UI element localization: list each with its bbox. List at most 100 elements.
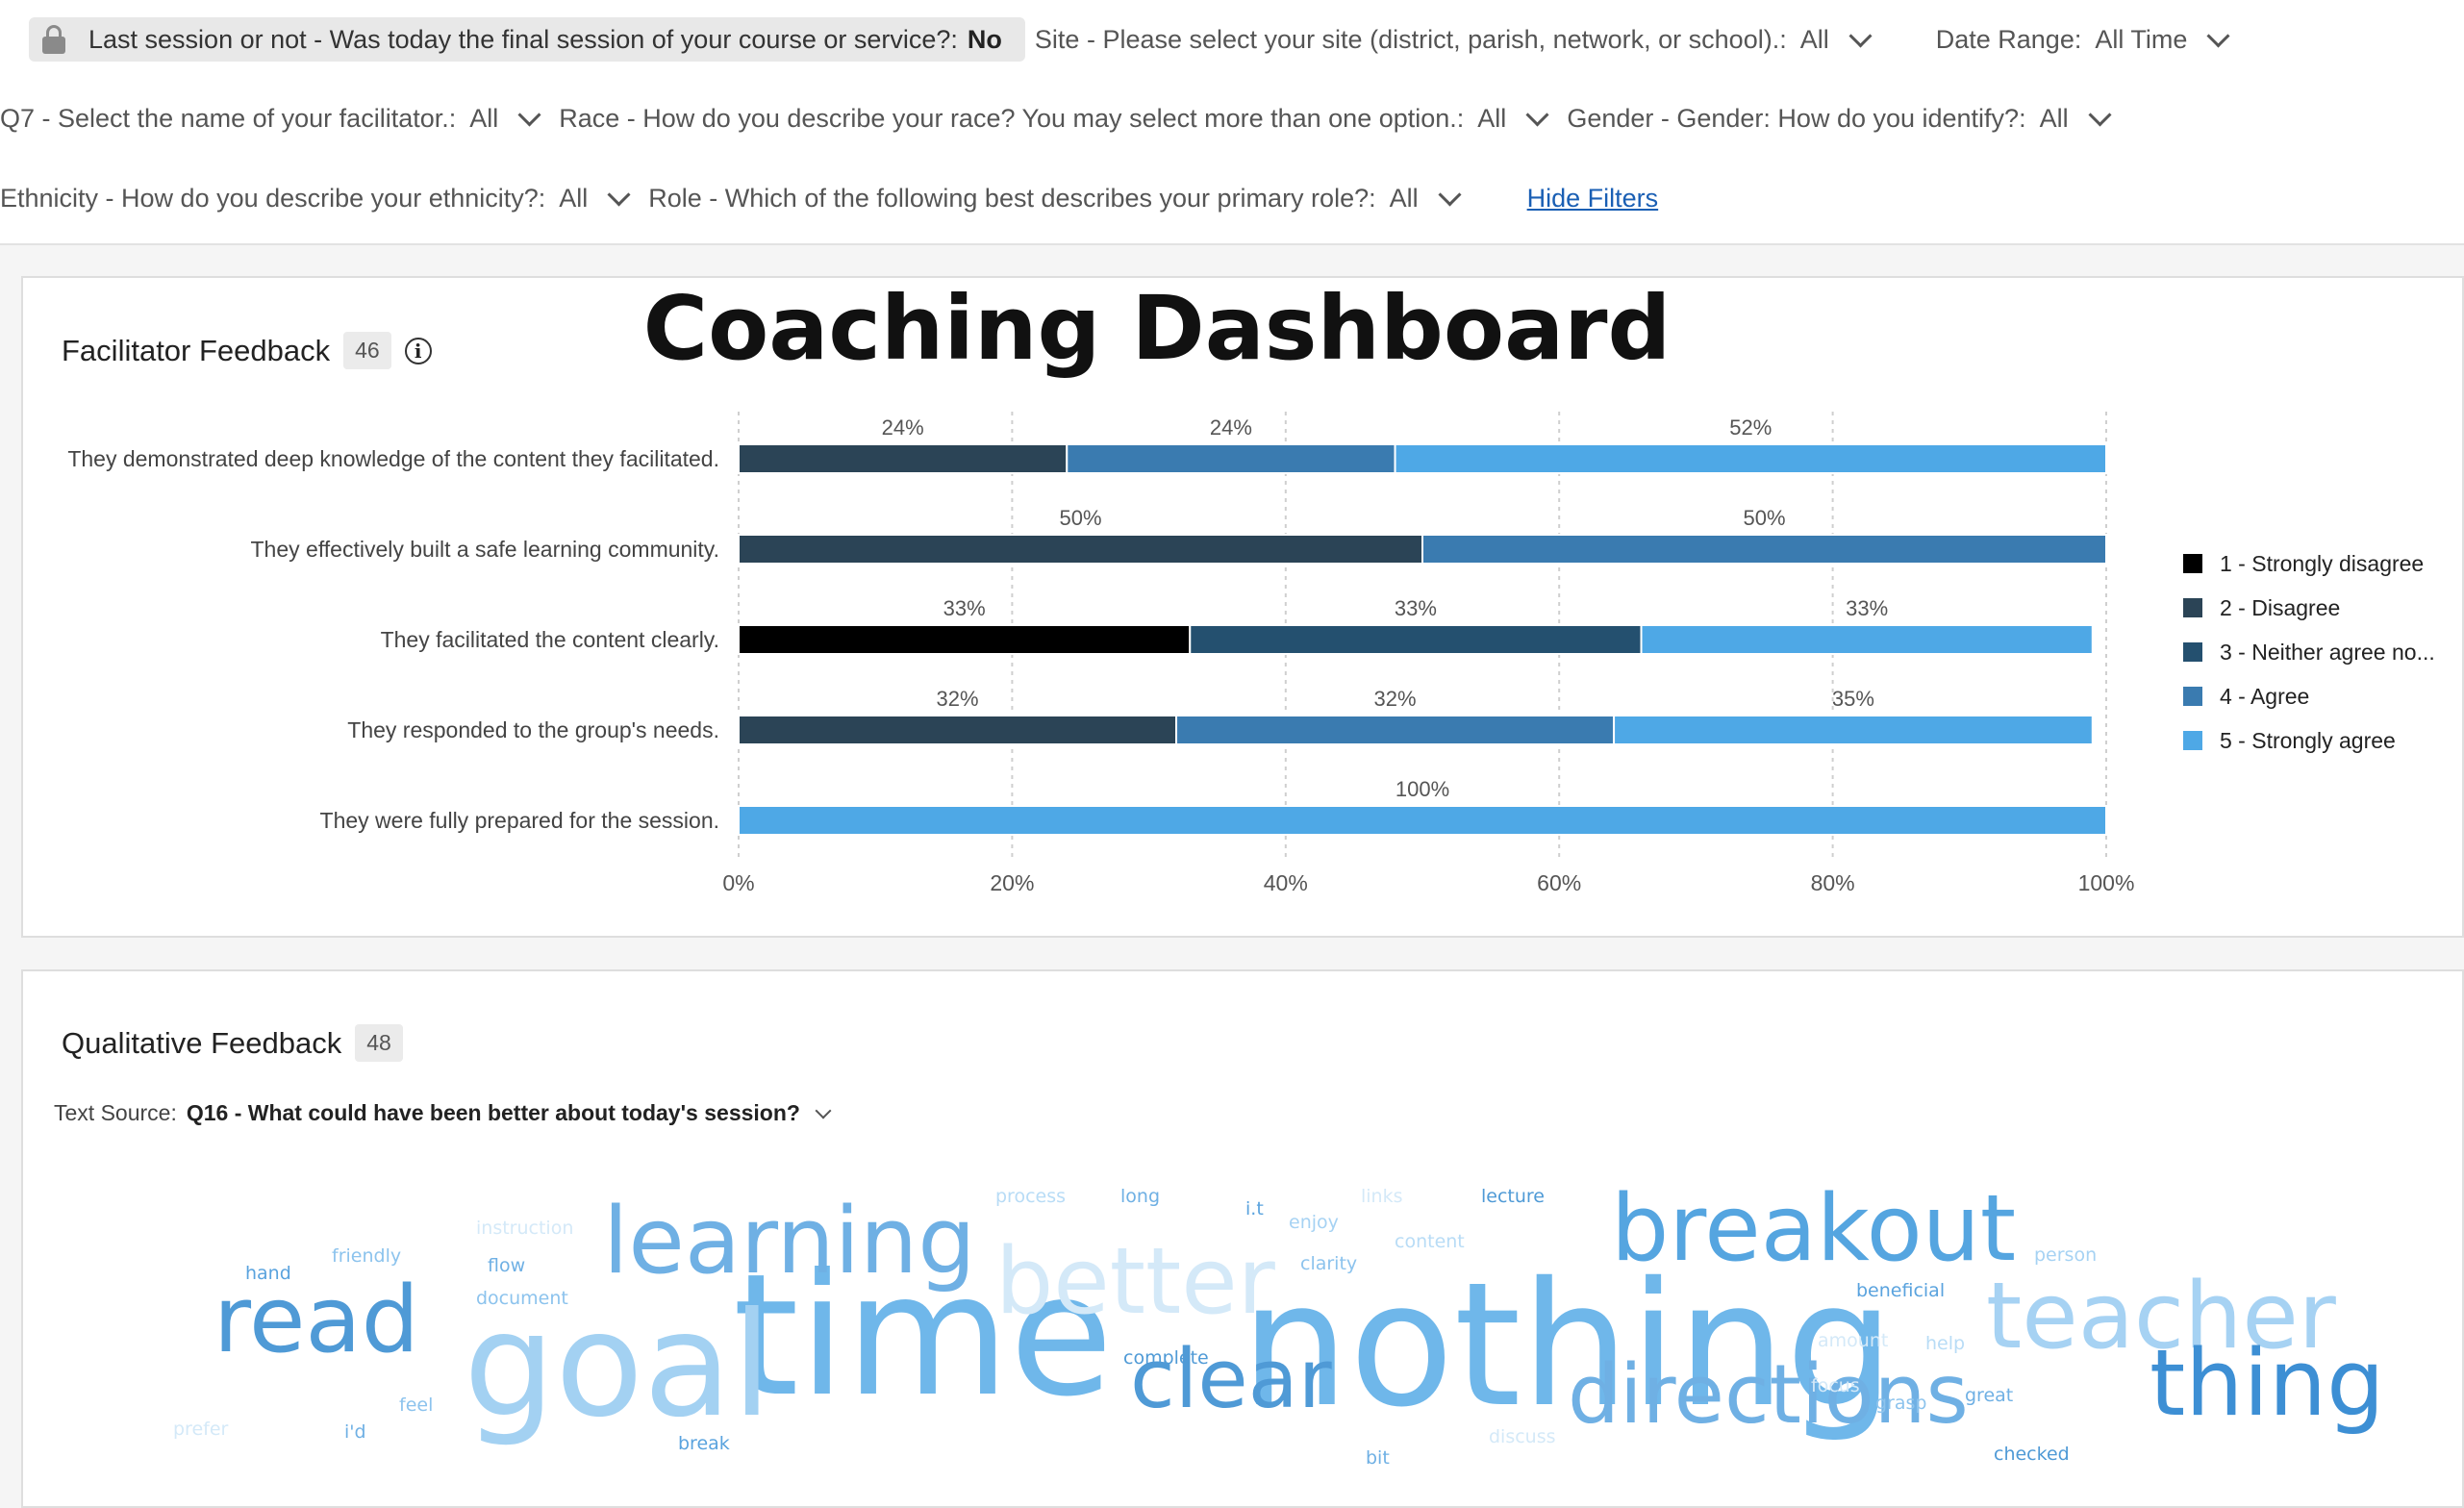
text-source-selector[interactable]: Text Source: Q16 - What could have been … bbox=[54, 1100, 832, 1126]
data-label: 32% bbox=[936, 687, 978, 711]
filter-label: Role - Which of the following best descr… bbox=[648, 183, 1376, 213]
word-cloud-word[interactable]: teacher bbox=[1986, 1264, 2336, 1370]
info-icon[interactable]: i bbox=[404, 337, 432, 364]
legend-item[interactable]: 2 - Disagree bbox=[2183, 586, 2435, 630]
word-cloud-word[interactable]: i.t bbox=[1245, 1198, 1264, 1219]
data-label: 35% bbox=[1832, 687, 1874, 711]
word-cloud-word[interactable]: help bbox=[1925, 1333, 1966, 1354]
filter-value: All bbox=[2039, 103, 2069, 133]
legend-item[interactable]: 3 - Neither agree no... bbox=[2183, 630, 2435, 674]
word-cloud-word[interactable]: break bbox=[678, 1433, 730, 1454]
filter-label: Ethnicity - How do you describe your eth… bbox=[0, 183, 546, 213]
word-cloud-word[interactable]: nothing bbox=[1241, 1245, 1895, 1445]
word-cloud-word[interactable]: i'd bbox=[344, 1421, 366, 1443]
response-count-badge: 46 bbox=[343, 332, 391, 369]
legend-label: 4 - Agree bbox=[2220, 683, 2310, 709]
word-cloud-word[interactable]: process bbox=[995, 1186, 1067, 1207]
category-label: They responded to the group's needs. bbox=[347, 717, 719, 742]
filter-value: All bbox=[1799, 24, 1829, 54]
word-cloud-word[interactable]: learning bbox=[603, 1189, 976, 1294]
bar-segment bbox=[738, 534, 1423, 565]
bar-segment bbox=[1640, 624, 2094, 655]
data-label: 100% bbox=[1395, 777, 1449, 801]
filter-site[interactable]: Site - Please select your site (district… bbox=[1034, 17, 1873, 62]
category-label: They effectively built a safe learning c… bbox=[251, 537, 720, 562]
legend-swatch bbox=[2183, 642, 2202, 662]
word-cloud-word[interactable]: goal bbox=[464, 1282, 772, 1449]
word-cloud-word[interactable]: beneficial bbox=[1856, 1280, 1946, 1301]
word-cloud-word[interactable]: enjoy bbox=[1289, 1212, 1339, 1233]
word-cloud-word[interactable]: breakout bbox=[1611, 1176, 2017, 1282]
legend-label: 5 - Strongly agree bbox=[2220, 727, 2396, 753]
word-cloud-word[interactable]: focus bbox=[1811, 1375, 1860, 1396]
hide-filters-link[interactable]: Hide Filters bbox=[1526, 183, 1659, 213]
filter-role[interactable]: Role - Which of the following best descr… bbox=[648, 176, 1462, 220]
filter-value: All bbox=[469, 103, 499, 133]
word-cloud-word[interactable]: complete bbox=[1123, 1347, 1209, 1369]
filter-label: Date Range: bbox=[1935, 24, 2082, 54]
word-cloud-word[interactable]: read bbox=[214, 1268, 419, 1373]
text-source-value: Q16 - What could have been better about … bbox=[186, 1100, 800, 1125]
filter-row-3: Ethnicity - How do you describe your eth… bbox=[0, 176, 1658, 220]
legend-label: 3 - Neither agree no... bbox=[2220, 639, 2435, 665]
x-tick-label: 0% bbox=[722, 870, 754, 895]
word-cloud-word[interactable]: amount bbox=[1818, 1330, 1889, 1351]
card-title: Facilitator Feedback bbox=[62, 333, 331, 367]
data-label: 32% bbox=[1374, 687, 1417, 711]
filter-last-session: Last session or not - Was today the fina… bbox=[29, 17, 1025, 62]
word-cloud-word[interactable]: person bbox=[2034, 1244, 2098, 1266]
facilitator-feedback-header: Facilitator Feedback 46 i bbox=[62, 332, 432, 369]
data-label: 52% bbox=[1729, 415, 1772, 440]
filter-ethnicity[interactable]: Ethnicity - How do you describe your eth… bbox=[0, 176, 631, 220]
filter-label: Site - Please select your site (district… bbox=[1034, 24, 1787, 54]
filter-facilitator[interactable]: Q7 - Select the name of your facilitator… bbox=[0, 96, 541, 140]
filter-label: Last session or not - Was today the fina… bbox=[88, 24, 958, 54]
x-tick-label: 60% bbox=[1537, 870, 1581, 895]
filter-race[interactable]: Race - How do you describe your race? Yo… bbox=[559, 96, 1549, 140]
word-cloud-word[interactable]: flow bbox=[488, 1255, 526, 1276]
bar-segment bbox=[1394, 443, 2108, 474]
word-cloud-word[interactable]: better bbox=[995, 1229, 1275, 1335]
qualitative-feedback-header: Qualitative Feedback 48 bbox=[62, 1024, 403, 1062]
word-cloud-word[interactable]: time bbox=[733, 1239, 1114, 1434]
data-label: 33% bbox=[1395, 596, 1437, 620]
bar-segment bbox=[738, 805, 2107, 836]
word-cloud-word[interactable]: feel bbox=[399, 1395, 434, 1416]
data-label: 50% bbox=[1743, 506, 1785, 530]
word-cloud-word[interactable]: hand bbox=[245, 1263, 291, 1284]
x-tick-label: 100% bbox=[2078, 870, 2135, 895]
chevron-down-icon[interactable] bbox=[815, 1102, 832, 1118]
word-cloud-word[interactable]: content bbox=[1395, 1231, 1465, 1252]
word-cloud-word[interactable]: long bbox=[1120, 1186, 1161, 1207]
legend-item[interactable]: 1 - Strongly disagree bbox=[2183, 541, 2435, 586]
bar-segment bbox=[738, 624, 1192, 655]
word-cloud-word[interactable]: directions bbox=[1568, 1347, 1969, 1443]
word-cloud-word[interactable]: instruction bbox=[476, 1218, 574, 1239]
word-cloud-word[interactable]: bit bbox=[1366, 1447, 1390, 1469]
response-count-badge: 48 bbox=[355, 1024, 403, 1062]
word-cloud-word[interactable]: lecture bbox=[1481, 1186, 1545, 1207]
filter-label: Gender - Gender: How do you identify?: bbox=[1567, 103, 2026, 133]
filter-date-range[interactable]: Date Range: All Time bbox=[1935, 17, 2230, 62]
word-cloud-word[interactable]: friendly bbox=[332, 1245, 402, 1267]
filter-label: Race - How do you describe your race? Yo… bbox=[559, 103, 1465, 133]
word-cloud-word[interactable]: clear bbox=[1130, 1332, 1332, 1427]
legend-item[interactable]: 4 - Agree bbox=[2183, 674, 2435, 718]
bar-segment bbox=[1189, 624, 1643, 655]
qualitative-feedback-card bbox=[21, 969, 2464, 1508]
word-cloud-word[interactable]: document bbox=[476, 1288, 568, 1309]
word-cloud: nothing time goal breakout learning read teach… bbox=[0, 1135, 2464, 1479]
legend-swatch bbox=[2183, 598, 2202, 617]
word-cloud-word[interactable]: discuss bbox=[1489, 1426, 1556, 1447]
legend-item[interactable]: 5 - Strongly agree bbox=[2183, 718, 2435, 763]
word-cloud-word[interactable]: links bbox=[1361, 1186, 1403, 1207]
word-cloud-word[interactable]: checked bbox=[1994, 1444, 2070, 1465]
word-cloud-word[interactable]: clarity bbox=[1300, 1253, 1358, 1274]
filter-gender[interactable]: Gender - Gender: How do you identify?: A… bbox=[1567, 96, 2112, 140]
word-cloud-word[interactable]: prefer bbox=[173, 1419, 229, 1440]
word-cloud-word[interactable]: thing bbox=[2150, 1331, 2385, 1437]
word-cloud-word[interactable]: grasp bbox=[1875, 1393, 1927, 1414]
x-tick-label: 40% bbox=[1264, 870, 1308, 895]
legend-swatch bbox=[2183, 731, 2202, 750]
word-cloud-word[interactable]: great bbox=[1965, 1385, 2014, 1406]
